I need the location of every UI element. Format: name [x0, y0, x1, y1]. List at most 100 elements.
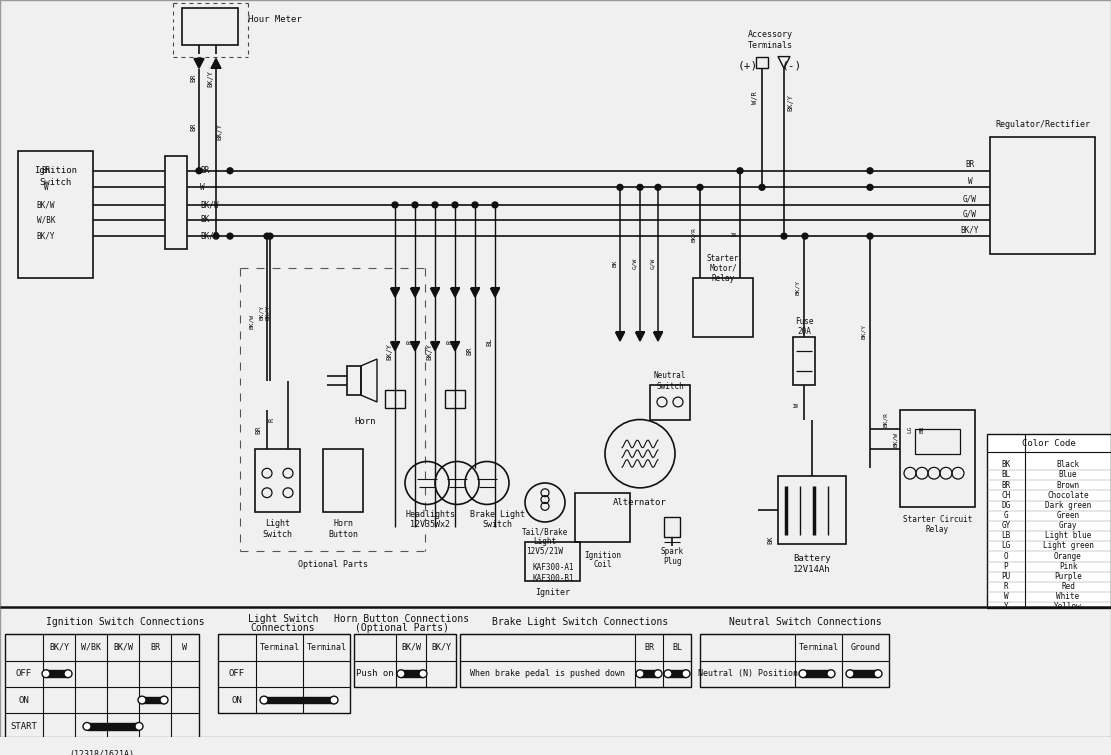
Text: Orange: Orange: [1054, 552, 1082, 561]
Bar: [18, 151, 93, 278]
Text: Ignition Switch Connections: Ignition Switch Connections: [46, 617, 204, 627]
Text: Relay: Relay: [711, 273, 734, 282]
Bar: [793, 337, 815, 385]
Text: Color Code: Color Code: [1022, 439, 1075, 448]
Text: Starter: Starter: [707, 254, 739, 263]
Circle shape: [64, 670, 72, 677]
Polygon shape: [490, 288, 500, 297]
Polygon shape: [635, 332, 644, 341]
Bar: [915, 430, 960, 454]
Bar: [142, 697, 164, 704]
Text: Terminals: Terminals: [748, 42, 792, 51]
Polygon shape: [211, 59, 221, 68]
Text: Ignition: Ignition: [584, 550, 621, 559]
Text: 12V35Wx2: 12V35Wx2: [410, 520, 450, 529]
Text: G: G: [1003, 511, 1009, 520]
Circle shape: [635, 670, 644, 677]
Circle shape: [432, 202, 438, 208]
Text: Switch: Switch: [262, 530, 292, 539]
Text: Horn Button Connections: Horn Button Connections: [334, 614, 470, 624]
Bar: [264, 697, 334, 704]
Polygon shape: [410, 342, 420, 351]
Bar: [218, 634, 350, 713]
Text: Light green: Light green: [1042, 541, 1093, 550]
Bar: [575, 493, 630, 541]
Bar: [386, 390, 406, 408]
Text: Optional Parts: Optional Parts: [298, 560, 368, 569]
Text: W: W: [732, 232, 738, 236]
Text: Black: Black: [1057, 461, 1080, 470]
Text: BK/Y: BK/Y: [431, 643, 451, 652]
Bar: [987, 434, 1111, 608]
Text: BR: BR: [644, 643, 654, 652]
Text: BK/Y: BK/Y: [861, 324, 865, 339]
Text: BK/W: BK/W: [200, 200, 219, 209]
Text: Yellow: Yellow: [1054, 602, 1082, 612]
Text: OFF: OFF: [229, 669, 246, 678]
Text: Ground: Ground: [851, 643, 881, 652]
Text: KAF300-B1: KAF300-B1: [532, 574, 573, 583]
Text: (-): (-): [782, 60, 802, 70]
Text: R: R: [269, 418, 276, 422]
Circle shape: [697, 184, 703, 190]
Bar: [664, 517, 680, 537]
Text: BK/R: BK/R: [882, 412, 888, 427]
Text: Neutral Switch Connections: Neutral Switch Connections: [729, 617, 881, 627]
Text: Push on: Push on: [357, 669, 393, 678]
Text: Starter Circuit: Starter Circuit: [903, 515, 972, 523]
Text: BK/W: BK/W: [37, 200, 56, 209]
Circle shape: [874, 670, 882, 677]
Text: G/W: G/W: [632, 257, 638, 269]
Bar: [347, 366, 361, 395]
Circle shape: [492, 202, 498, 208]
Text: Green: Green: [1057, 511, 1080, 520]
Text: BK/W: BK/W: [250, 315, 254, 329]
Text: LB: LB: [1001, 532, 1011, 541]
Text: Light Switch: Light Switch: [248, 614, 318, 624]
Circle shape: [799, 670, 807, 677]
Text: 12V14Ah: 12V14Ah: [793, 565, 831, 575]
Text: W: W: [182, 643, 188, 652]
Text: R: R: [1003, 582, 1009, 591]
Bar: [401, 670, 423, 677]
Bar: [460, 634, 691, 687]
Circle shape: [827, 670, 835, 677]
Text: Terminal: Terminal: [260, 643, 300, 652]
Text: LG: LG: [908, 426, 912, 433]
Text: W: W: [968, 177, 972, 186]
Bar: [803, 670, 831, 677]
Text: Coil: Coil: [593, 560, 612, 569]
Bar: [166, 156, 187, 249]
Bar: [446, 390, 466, 408]
Text: BK: BK: [1001, 461, 1011, 470]
Text: Brake Light Switch Connections: Brake Light Switch Connections: [492, 617, 668, 627]
Text: Light blue: Light blue: [1044, 532, 1091, 541]
Text: W: W: [1003, 592, 1009, 601]
Text: Neutral (N) Position: Neutral (N) Position: [698, 669, 798, 678]
Text: Pink: Pink: [1059, 562, 1078, 571]
Text: Fuse: Fuse: [794, 317, 813, 326]
Bar: [755, 57, 768, 68]
Text: BK: BK: [200, 215, 209, 224]
Text: Dark green: Dark green: [1044, 501, 1091, 510]
Text: Terminal: Terminal: [307, 643, 347, 652]
Text: White: White: [1057, 592, 1080, 601]
Text: Switch: Switch: [482, 520, 512, 529]
Polygon shape: [430, 288, 440, 297]
Text: BK/Y: BK/Y: [426, 343, 432, 359]
Text: Ignition: Ignition: [34, 166, 77, 175]
Text: G/W: G/W: [651, 257, 655, 269]
Bar: [900, 410, 975, 507]
Polygon shape: [615, 332, 624, 341]
Circle shape: [867, 168, 873, 174]
Text: BR: BR: [1001, 481, 1011, 489]
Text: W/BK: W/BK: [81, 643, 101, 652]
Circle shape: [227, 168, 233, 174]
Circle shape: [759, 184, 765, 190]
Text: Terminal: Terminal: [799, 643, 839, 652]
Text: Horn: Horn: [333, 519, 353, 528]
Polygon shape: [390, 288, 400, 297]
Circle shape: [227, 233, 233, 239]
Bar: [182, 8, 238, 45]
Text: Connections: Connections: [251, 624, 316, 633]
